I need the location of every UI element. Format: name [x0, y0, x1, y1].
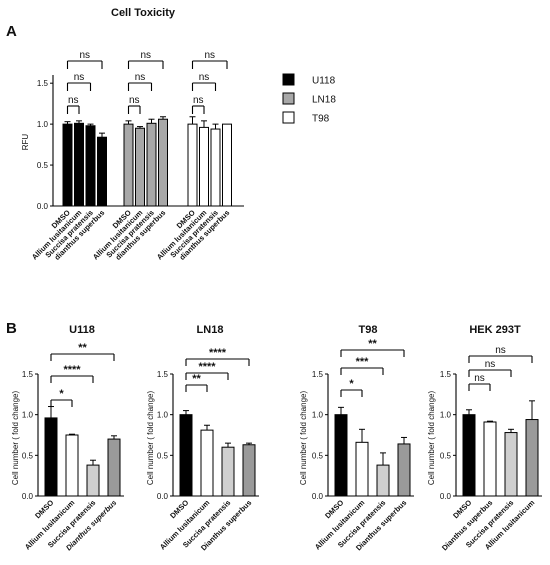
legend-swatch-t98 — [282, 111, 295, 124]
legend-swatch-ln18 — [282, 92, 295, 105]
hek293t-sig-1-label: ns — [474, 373, 485, 384]
u118-title: U118 — [69, 324, 95, 336]
cell-toxicity-sig-1-label: ns — [129, 95, 140, 106]
hek293t-y-tick-label: 1.5 — [440, 370, 452, 379]
u118-y-axis-label: Cell number ( fold change) — [11, 391, 20, 486]
cell-toxicity-y-tick-label: 1.0 — [37, 120, 49, 129]
cell-toxicity-bar-t98 — [199, 126, 209, 207]
cell-toxicity-sig-1-label: ns — [193, 95, 204, 106]
ln18-bar — [242, 444, 256, 497]
cell-toxicity-y-tick-label: 0.0 — [37, 202, 49, 211]
u118-sig-1-label: * — [59, 388, 64, 400]
t98-bar — [334, 414, 348, 497]
cell-toxicity-y-tick-label: 1.5 — [37, 79, 49, 88]
ln18-bar — [221, 446, 235, 497]
cell-toxicity-bar-ln18 — [123, 123, 134, 207]
hek293t-y-axis-label: Cell number ( fold change) — [427, 391, 436, 486]
hek293t-y-tick-label: 0.5 — [440, 451, 452, 460]
t98-sig-3-label: ** — [368, 338, 377, 350]
ln18-sig-2-label: **** — [198, 361, 216, 373]
cell-toxicity-bar-u118 — [85, 125, 96, 207]
ln18-y-axis-label: Cell number ( fold change) — [146, 391, 155, 486]
t98-sig-1-label: * — [349, 378, 354, 390]
cell-toxicity-bar-ln18 — [146, 122, 157, 207]
t98-y-tick-label: 1.0 — [312, 411, 324, 420]
hek293t-y-tick-label: 1.0 — [440, 411, 452, 420]
cell-toxicity-y-axis-label: RFU — [21, 134, 30, 151]
t98-bar — [376, 464, 390, 497]
ln18-bar — [200, 429, 214, 497]
ln18-y-tick-label: 1.0 — [157, 411, 169, 420]
cell-toxicity-bar-t98 — [222, 123, 232, 207]
u118-bar — [86, 464, 100, 497]
cell-toxicity-sig-2-label: ns — [199, 72, 210, 83]
cell-toxicity-title: Cell Toxicity — [111, 7, 176, 19]
u118-bar — [44, 417, 58, 497]
cell-toxicity-bar-u118 — [62, 123, 73, 207]
u118-y-tick-label: 0.0 — [22, 492, 34, 501]
hek293t-bar — [504, 432, 518, 497]
ln18-sig-3-label: **** — [209, 347, 227, 359]
hek293t-y-tick-label: 0.0 — [440, 492, 452, 501]
u118-y-tick-label: 1.5 — [22, 370, 34, 379]
u118-sig-3-label: ** — [78, 342, 87, 354]
hek293t-title: HEK 293T — [469, 324, 521, 336]
hek293t-sig-3-label: ns — [495, 345, 506, 356]
t98-title: T98 — [359, 324, 378, 336]
legend-label-u118: U118 — [312, 76, 336, 87]
ln18-sig-1-label: ** — [192, 373, 201, 385]
cell-toxicity-sig-3-label: ns — [140, 50, 151, 61]
t98-y-axis-label: Cell number ( fold change) — [299, 391, 308, 486]
cell-toxicity-sig-3-label: ns — [204, 50, 215, 61]
hek293t-bar — [525, 419, 539, 497]
u118-sig-2-label: **** — [63, 364, 81, 376]
hek293t-bar — [462, 414, 476, 497]
legend-swatch-u118 — [282, 73, 295, 86]
t98-y-tick-label: 0.5 — [312, 451, 324, 460]
cell-toxicity-bar-t98 — [210, 128, 221, 207]
t98-y-tick-label: 0.0 — [312, 492, 324, 501]
cell-toxicity-bar-ln18 — [158, 118, 168, 207]
cell-toxicity-sig-2-label: ns — [135, 72, 146, 83]
cell-toxicity-y-tick-label: 0.5 — [37, 161, 49, 170]
legend-label-t98: T98 — [312, 114, 330, 125]
cell-toxicity-bar-t98 — [187, 123, 198, 207]
t98-sig-2-label: *** — [356, 356, 370, 368]
cell-toxicity-bar-u118 — [97, 136, 107, 207]
t98-y-tick-label: 1.5 — [312, 370, 324, 379]
legend-label-ln18: LN18 — [312, 95, 336, 106]
ln18-y-tick-label: 0.5 — [157, 451, 169, 460]
hek293t-sig-2-label: ns — [485, 359, 496, 370]
ln18-bar — [179, 414, 193, 497]
u118-bar — [65, 434, 79, 497]
cell-toxicity-sig-2-label: ns — [74, 72, 85, 83]
u118-bar — [107, 438, 121, 497]
hek293t-bar — [483, 421, 497, 497]
cell-toxicity-bar-u118 — [74, 122, 84, 207]
ln18-y-tick-label: 0.0 — [157, 492, 169, 501]
t98-bar — [397, 443, 411, 497]
panel-b-label: B — [6, 320, 17, 337]
ln18-title: LN18 — [197, 324, 224, 336]
u118-y-tick-label: 0.5 — [22, 451, 34, 460]
cell-toxicity-bar-ln18 — [135, 127, 145, 207]
panel-a-label: A — [6, 23, 17, 40]
cell-toxicity-sig-1-label: ns — [68, 95, 79, 106]
u118-y-tick-label: 1.0 — [22, 411, 34, 420]
cell-toxicity-sig-3-label: ns — [79, 50, 90, 61]
t98-bar — [355, 441, 369, 497]
ln18-y-tick-label: 1.5 — [157, 370, 169, 379]
